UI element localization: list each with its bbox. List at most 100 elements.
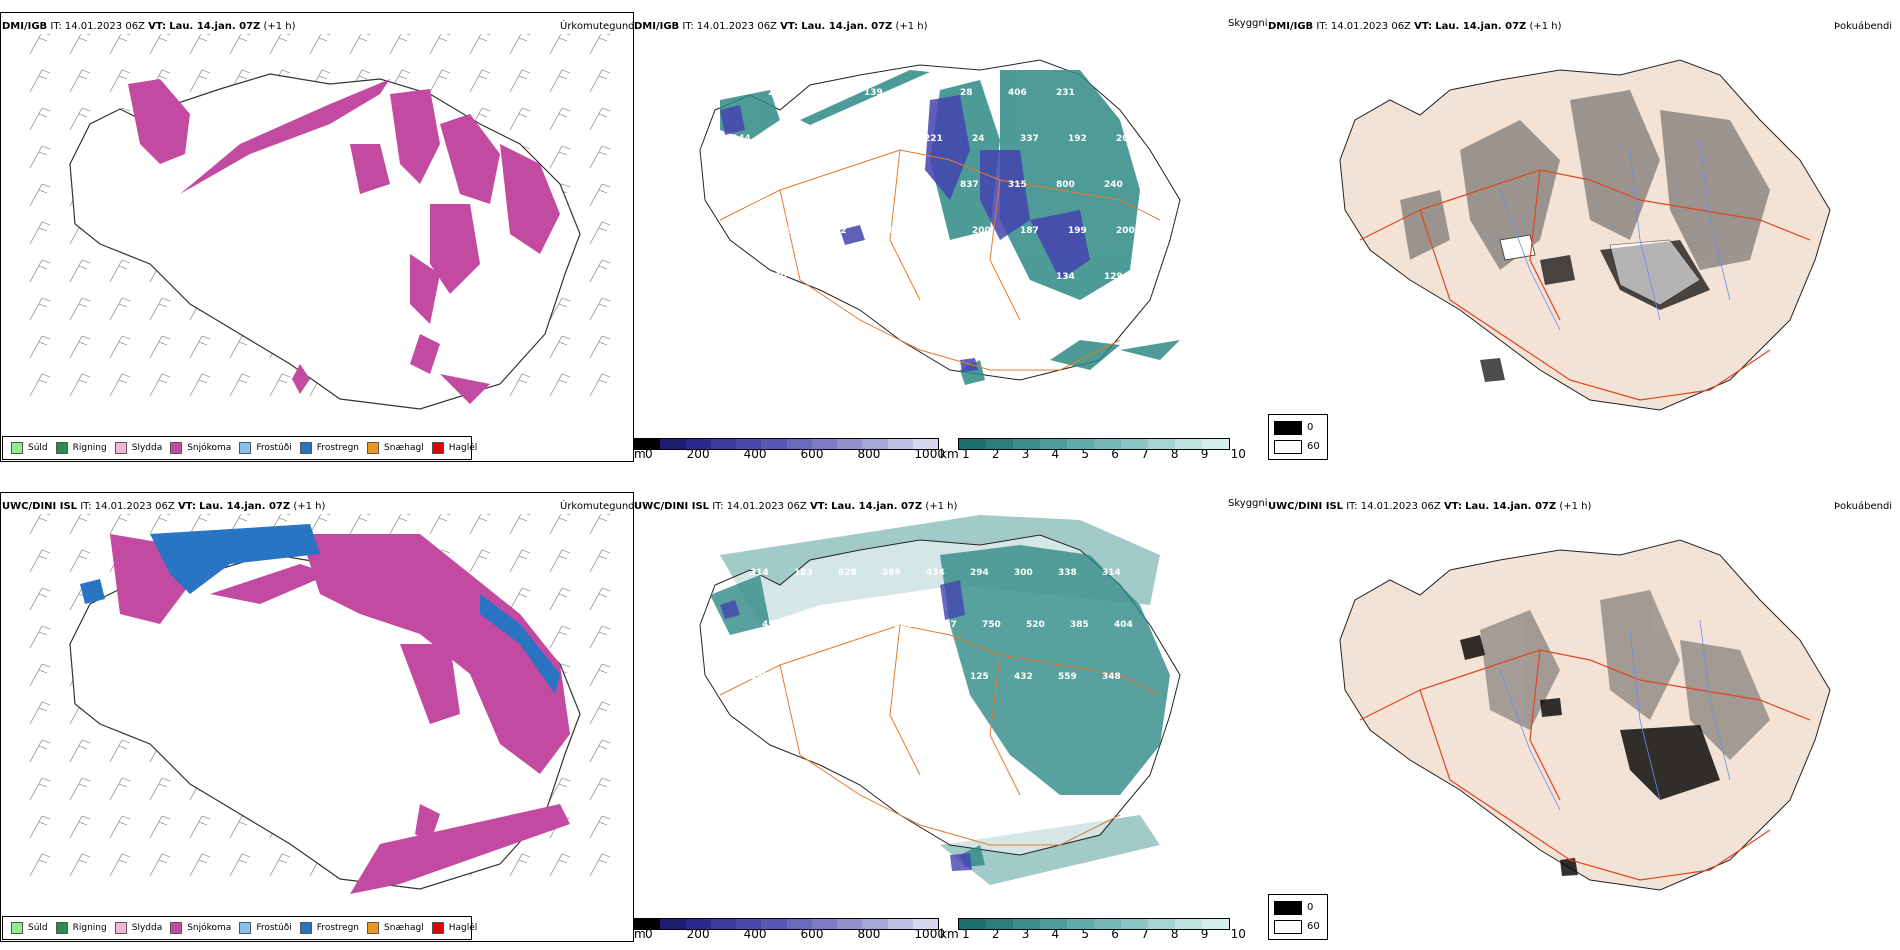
colorbar-step (1067, 919, 1094, 929)
vis-value-label: 210 (768, 88, 787, 98)
legend-label: Frostregn (316, 923, 360, 933)
vis-value-label: 432 (1014, 672, 1033, 682)
fog-swatch-high (1274, 421, 1302, 435)
vis-value-labels: 314 183 828 389 434 294 300 338 314 457 283 367 561 2… (750, 568, 1133, 734)
wind-barb (589, 815, 611, 839)
colorbar-tick: 7 (1141, 927, 1149, 941)
precip-panel-2 (0, 492, 634, 942)
vis-title-1: Skyggni (1228, 18, 1268, 29)
wind-barb (109, 34, 131, 55)
swatch (55, 442, 68, 454)
fog-dense (1460, 635, 1720, 876)
wind-barb (229, 34, 251, 55)
precip-map-1 (29, 34, 611, 410)
colorbar-tick: 2 (991, 927, 1000, 941)
legend-item-haglel: Haglél (431, 442, 477, 454)
vis-map-2: 314 183 828 389 434 294 300 338 314 457 283 367 561 2… (699, 515, 1181, 885)
fog-label-low: 60 (1307, 441, 1320, 452)
wind-barb (549, 69, 571, 93)
wind-barb (29, 69, 51, 93)
colorbar-step (736, 919, 762, 929)
wind-barb (149, 34, 171, 55)
legend-label: Slydda (131, 443, 163, 453)
legend-item-slydda: Slydda (114, 922, 163, 934)
precip-map-2 (29, 514, 611, 894)
wind-barb (389, 514, 411, 535)
wind-barb (589, 69, 611, 93)
vis-value-label: 195 (876, 134, 895, 144)
legend-item-snjokoma: Snjókoma (170, 442, 231, 454)
swatch (11, 922, 23, 934)
vis-value-label: 235 (762, 724, 781, 734)
colorbar-step (1040, 439, 1067, 449)
wind-barb (69, 69, 91, 93)
wind-barb (189, 815, 211, 839)
colorbar-tick: 8 (1170, 447, 1179, 461)
legend-label: Frostúði (256, 923, 292, 933)
wind-barb (509, 853, 531, 877)
swatch (299, 442, 312, 454)
wind-barb (229, 373, 251, 397)
colorbar-tick: 400 (743, 927, 767, 941)
vis-km-ticks-2: 1 2 3 4 5 6 7 8 9 10 (962, 927, 1246, 941)
wind-barb (549, 297, 571, 321)
vis-value-label: 391 (720, 88, 739, 98)
vis-value-label: 221 (924, 134, 943, 144)
vis-value-label: 486 (926, 672, 945, 682)
wind-barb (149, 335, 171, 359)
colorbar-step (786, 919, 812, 929)
colorbar-step (1175, 919, 1202, 929)
precip-title-1: Úrkomutegund (560, 21, 635, 32)
wind-barb (69, 297, 91, 321)
wind-barb (29, 853, 51, 877)
wind-barb (149, 777, 171, 801)
legend-label: Haglél (448, 923, 478, 933)
swatch (299, 922, 312, 934)
swatch (431, 442, 444, 454)
vis-m-colorbar-2 (634, 918, 939, 930)
wind-barb (269, 373, 291, 397)
legend-label: Snjókoma (187, 443, 232, 453)
vis-m-unit-1: m (634, 447, 646, 461)
vis-value-label: 283 (912, 180, 931, 190)
wind-barb (469, 549, 491, 573)
vis-value-label: 561 (894, 620, 913, 630)
colorbar-step (887, 439, 913, 449)
wind-barb (589, 221, 611, 245)
vis-value-label: 434 (926, 568, 945, 578)
wind-barb (589, 587, 611, 611)
vis-value-label: 338 (1058, 568, 1077, 578)
swatch (114, 442, 127, 454)
wind-barb (549, 107, 571, 131)
vis-value-label: 389 (882, 568, 901, 578)
wind-barb (269, 853, 291, 877)
wind-barb (109, 514, 131, 535)
vis-value-label: 559 (1058, 672, 1077, 682)
vt-value: Lau. 14.jan. 07Z (831, 501, 923, 512)
vis-value-labels: 391 210 991 139 288 28 406 231 990 144 191 129 195 22… (720, 88, 1135, 282)
wind-barb (509, 514, 531, 535)
vis-value-label: 148 (720, 272, 739, 282)
it-value: 14.01.2023 06Z (1360, 501, 1441, 512)
wind-barb (309, 514, 331, 535)
rivers (1499, 139, 1731, 331)
glaciers (1499, 234, 1701, 306)
vis-value-label: 187 (1020, 226, 1039, 236)
vis-value-label: 294 (970, 568, 989, 578)
legend-item-frostudi: Frostúði (239, 442, 292, 454)
colorbar-tick: 10 (1230, 927, 1246, 941)
legend-label: Rigning (72, 443, 107, 453)
wind-barb (29, 549, 51, 573)
it-label: IT: (50, 21, 62, 32)
colorbar-tick: 4 (1051, 447, 1060, 461)
wind-barb (549, 587, 571, 611)
legend-label: Slydda (131, 923, 163, 933)
wind-barb (109, 69, 131, 93)
legend-item-snjokoma: Snjókoma (170, 922, 231, 934)
swatch (11, 442, 23, 454)
vis-value-label: 28 (960, 88, 973, 98)
colorbar-tick: 1 (962, 447, 970, 461)
vis-value-label: 385 (1070, 620, 1089, 630)
swatch (431, 922, 444, 934)
vt-label: VT: (780, 21, 799, 32)
